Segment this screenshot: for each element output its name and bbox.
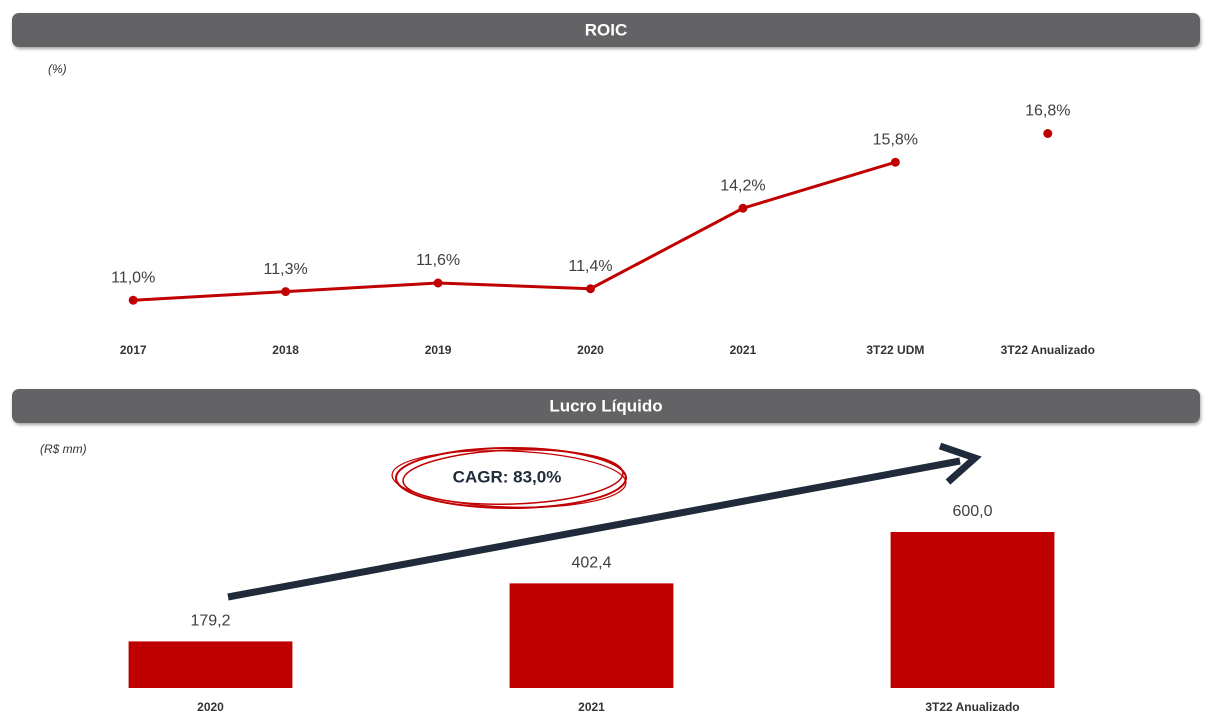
data-label: 11,0% — [111, 269, 155, 286]
point — [433, 278, 443, 288]
x-tick-label: 2018 — [272, 343, 299, 357]
point — [890, 157, 900, 167]
x-tick-label: 3T22 Anualizado — [925, 700, 1019, 714]
arrow-head — [938, 442, 982, 485]
x-tick-label: 2020 — [197, 700, 224, 714]
x-tick-label: 2021 — [730, 343, 757, 357]
data-label: 600,0 — [952, 503, 992, 520]
arrow-shaft — [227, 457, 961, 601]
unit-label: (%) — [48, 62, 67, 76]
x-tick-label: 2017 — [120, 343, 147, 357]
header-bar — [12, 389, 1200, 423]
ellipse — [395, 447, 627, 509]
point — [128, 295, 138, 305]
unit-label: (R$ mm) — [40, 442, 87, 456]
data-label: 11,6% — [416, 252, 460, 269]
x-tick-label: 3T22 UDM — [866, 343, 924, 357]
ellipse — [402, 448, 624, 506]
annotation: CAGR: 83,0% — [453, 467, 562, 486]
x-tick-label: 2020 — [577, 343, 604, 357]
data-label: 16,8% — [1025, 103, 1070, 120]
x-tick-label: 2021 — [578, 700, 605, 714]
point — [1043, 129, 1053, 138]
x-tick-label: 2019 — [425, 343, 452, 357]
data-label: 402,4 — [571, 555, 611, 572]
point — [281, 287, 291, 297]
chart-title: Lucro Líquido — [549, 396, 662, 415]
point — [586, 284, 595, 294]
header-bar — [12, 13, 1200, 47]
line — [133, 160, 896, 302]
data-label: 179,2 — [190, 613, 230, 630]
ellipse — [391, 450, 627, 508]
trend-arrow — [227, 442, 982, 601]
x-tick-label: 3T22 Anualizado — [1001, 343, 1095, 357]
bar — [128, 641, 293, 688]
point — [738, 203, 748, 213]
data-label: 15,8% — [873, 131, 918, 148]
chart-title: ROIC — [585, 20, 628, 39]
bar — [509, 583, 674, 688]
bar — [890, 532, 1055, 688]
cagr-annotation: CAGR: 83,0% — [391, 447, 627, 509]
data-label: 11,4% — [568, 258, 612, 275]
data-label: 11,3% — [264, 261, 308, 278]
data-label: 14,2% — [720, 177, 765, 194]
